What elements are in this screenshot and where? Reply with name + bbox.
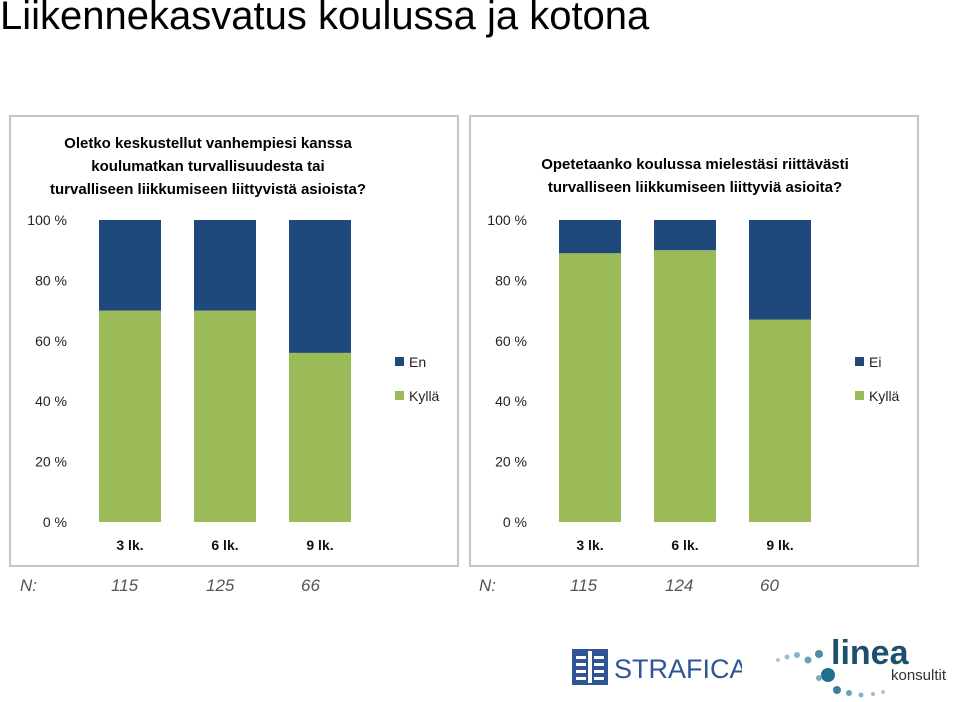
x-category-label: 6 lk. — [671, 537, 698, 553]
bar-ei-2 — [654, 220, 716, 251]
legend-label: Kyllä — [409, 388, 440, 404]
legend-label: Kyllä — [869, 388, 900, 404]
bar-kyllä-3 — [749, 319, 811, 522]
chart-title-line-1: Oletko keskustellut vanhempiesi kanssa — [64, 135, 352, 152]
n-value-6lk: 125 — [206, 576, 235, 595]
y-tick-label: 20 % — [495, 454, 527, 470]
y-tick-label: 20 % — [35, 454, 67, 470]
n-value-9lk: 66 — [301, 576, 320, 595]
linea-logo-text: linea — [831, 634, 910, 672]
n-value-6lk: 124 — [665, 576, 694, 595]
chart-panel-left: Oletko keskustellut vanhempiesi kanssa ko… — [9, 115, 459, 567]
x-category-label: 9 lk. — [306, 537, 333, 553]
n-label: N: — [20, 576, 37, 595]
strafica-logo-text: STRAFICA — [614, 654, 742, 684]
legend-swatch — [395, 357, 404, 366]
chart-left-svg: Oletko keskustellut vanhempiesi kanssa ko… — [27, 135, 440, 553]
linea-logo: linea konsultit — [776, 634, 947, 698]
chart-title-line-1: Opetetaanko koulussa mielestäsi riittävä… — [541, 156, 849, 173]
legend-swatch — [855, 391, 864, 400]
bar-kyllä-1 — [99, 310, 161, 522]
legend-swatch — [395, 391, 404, 400]
bar-en-3 — [289, 220, 351, 353]
n-value-9lk: 60 — [760, 576, 779, 595]
chart-title-line-2: turvalliseen liikkumiseen liittyviä asio… — [548, 179, 842, 196]
bar-kyllä-3 — [289, 352, 351, 522]
y-tick-label: 60 % — [35, 333, 67, 349]
x-category-label: 6 lk. — [211, 537, 238, 553]
legend-label: En — [409, 354, 426, 370]
chart-title-line-3: turvalliseen liikkumiseen liittyvistä as… — [50, 181, 366, 198]
y-tick-label: 0 % — [43, 514, 67, 530]
x-category-label: 9 lk. — [766, 537, 793, 553]
y-tick-label: 40 % — [35, 393, 67, 409]
strafica-logo: STRAFICA — [572, 649, 742, 685]
bar-kyllä-1 — [559, 253, 621, 522]
bar-kyllä-2 — [654, 250, 716, 522]
y-tick-label: 100 % — [487, 212, 527, 228]
linea-dots — [776, 650, 885, 698]
n-value-3lk: 115 — [111, 576, 139, 595]
y-tick-label: 0 % — [503, 514, 527, 530]
n-label: N: — [479, 576, 496, 595]
n-value-3lk: 115 — [570, 576, 598, 595]
legend-label: Ei — [869, 354, 881, 370]
bar-en-1 — [99, 220, 161, 311]
page-title: Liikennekasvatus koulussa ja kotona — [0, 0, 650, 38]
x-category-label: 3 lk. — [116, 537, 143, 553]
linea-logo-subtext: konsultit — [891, 667, 947, 684]
bar-en-2 — [194, 220, 256, 311]
x-category-label: 3 lk. — [576, 537, 603, 553]
y-tick-label: 100 % — [27, 212, 67, 228]
bar-kyllä-2 — [194, 310, 256, 522]
chart-title-line-2: koulumatkan turvallisuudesta tai — [91, 158, 324, 175]
y-tick-label: 80 % — [35, 272, 67, 288]
bar-ei-3 — [749, 220, 811, 320]
y-tick-label: 60 % — [495, 333, 527, 349]
chart-panel-right: Opetetaanko koulussa mielestäsi riittävä… — [469, 115, 919, 567]
bar-ei-1 — [559, 220, 621, 254]
chart-right-svg: Opetetaanko koulussa mielestäsi riittävä… — [487, 156, 900, 553]
legend-swatch — [855, 357, 864, 366]
y-tick-label: 40 % — [495, 393, 527, 409]
y-tick-label: 80 % — [495, 272, 527, 288]
